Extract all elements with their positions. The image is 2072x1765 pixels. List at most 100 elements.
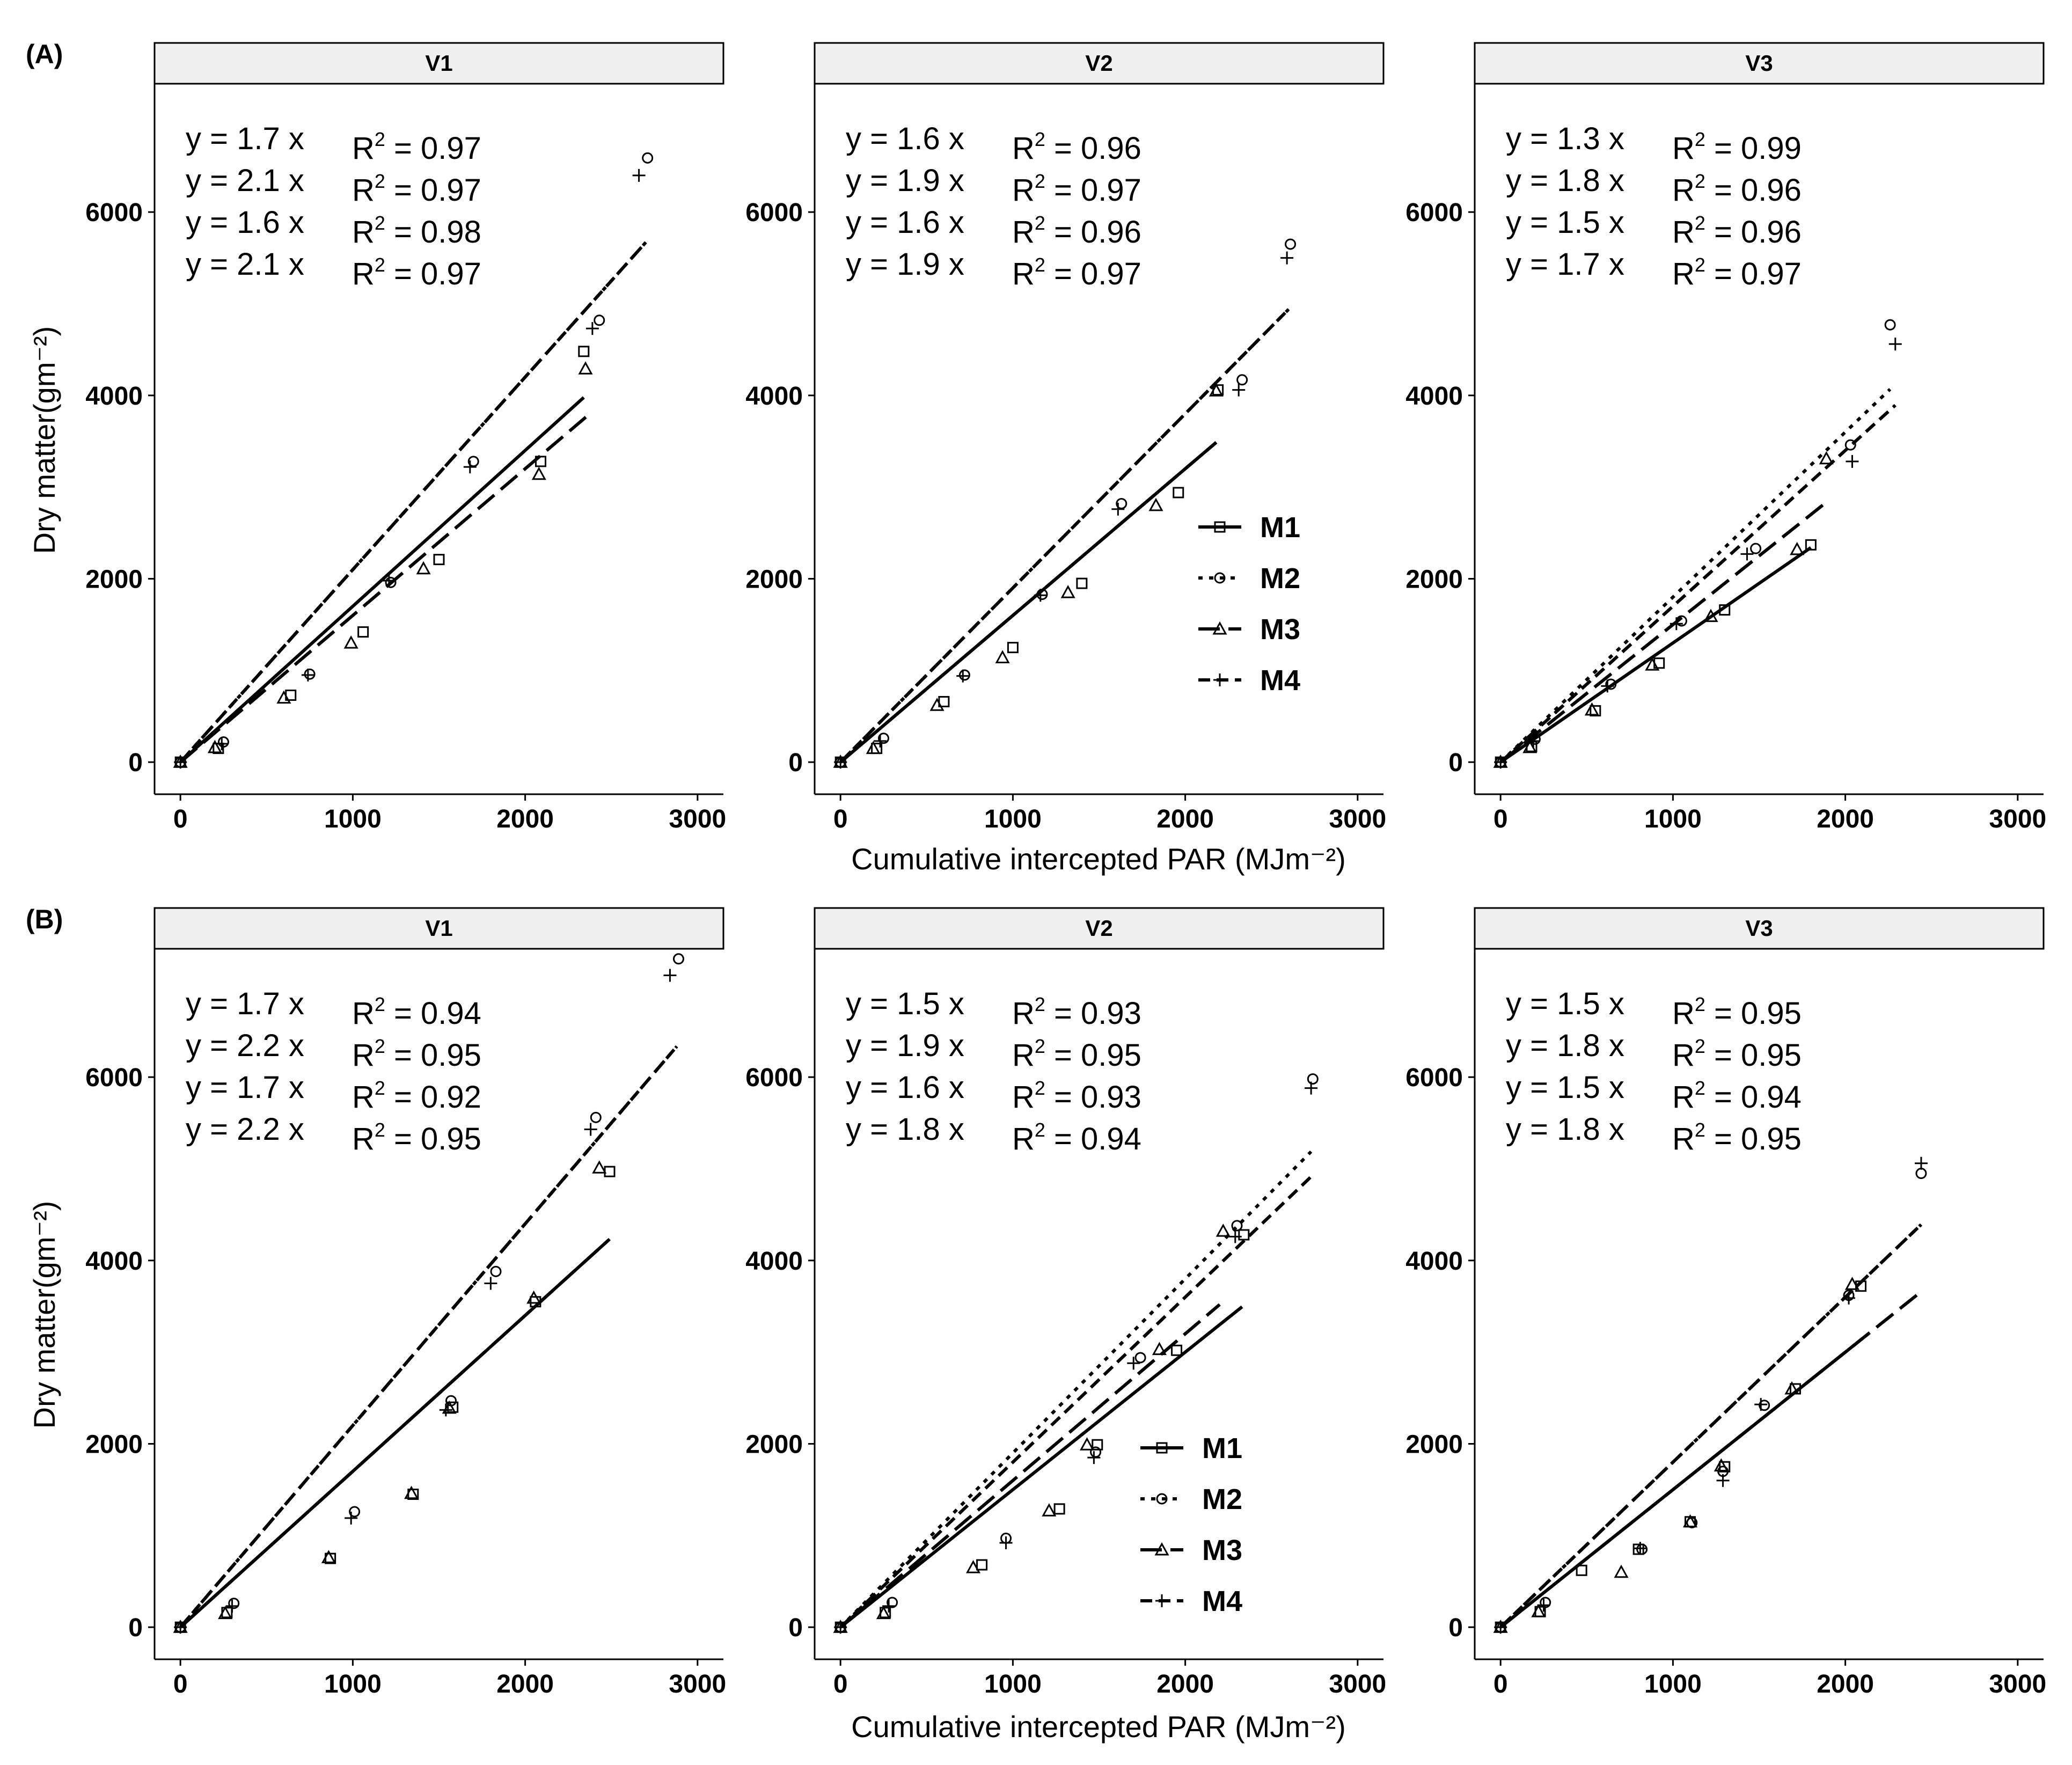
equation-label: y = 1.3 x — [1506, 121, 1624, 156]
point-m4 — [1537, 1599, 1550, 1612]
x-tick-label: 3000 — [1329, 805, 1386, 833]
x-tick-label: 1000 — [1644, 1670, 1702, 1698]
legend-entry: M4 — [1260, 664, 1300, 697]
point-m4 — [301, 668, 314, 682]
r-squared-label: R2 = 0.95 — [352, 1035, 481, 1073]
legend-entry: M1 — [1260, 511, 1300, 544]
r-squared-label: R2 = 0.97 — [352, 254, 481, 291]
point-m1 — [433, 554, 445, 566]
panel-4: V1 0 1000 2000 3000 0 2000 4000 6000 y = 1.7 x R2 … — [85, 907, 726, 1698]
point-m4 — [1127, 1357, 1140, 1370]
point-m4 — [1111, 502, 1125, 516]
point-m4 — [999, 1536, 1013, 1550]
point-m3 — [1042, 1503, 1057, 1517]
fit-line-m1 — [839, 1305, 1243, 1629]
point-m4 — [1232, 383, 1246, 397]
legend-key-marker — [1156, 1493, 1168, 1505]
equation-label: y = 1.6 x — [846, 121, 964, 156]
point-m3 — [218, 1606, 233, 1620]
point-m3 — [1682, 1514, 1698, 1528]
equation-label: y = 2.1 x — [186, 247, 304, 282]
x-tick-label: 2000 — [1156, 1670, 1214, 1698]
legend-entry: M2 — [1260, 562, 1300, 595]
point-m3 — [995, 650, 1010, 663]
y-tick-label: 4000 — [745, 382, 803, 411]
x-tick-label: 2000 — [1156, 805, 1214, 833]
r-squared-label: R2 = 0.95 — [1672, 1035, 1802, 1073]
point-m1 — [1632, 1543, 1644, 1555]
point-m4 — [1494, 1621, 1507, 1634]
fit-line-m1 — [179, 396, 585, 764]
x-tick-label: 3000 — [1989, 1670, 2046, 1698]
point-m3 — [343, 635, 358, 649]
point-m4 — [484, 1277, 497, 1290]
strip-header — [814, 907, 1385, 950]
point-m4 — [1740, 547, 1754, 561]
equation-label: y = 1.8 x — [1506, 163, 1624, 198]
fit-line-m3 — [179, 414, 589, 764]
point-m1 — [447, 1401, 459, 1413]
point-m4 — [1527, 734, 1540, 748]
point-m3 — [1209, 383, 1224, 397]
y-tick-label: 0 — [788, 749, 803, 777]
y-tick-label: 6000 — [85, 199, 143, 227]
x-tick-label: 2000 — [1817, 1670, 1874, 1698]
equation-label: y = 1.9 x — [846, 247, 964, 282]
y-tick-label: 4000 — [85, 382, 143, 411]
point-m1 — [357, 626, 369, 638]
legend-key-marker — [1214, 572, 1226, 584]
r-squared-label: R2 = 0.96 — [1012, 212, 1141, 250]
point-m1 — [976, 1559, 988, 1571]
point-m2 — [887, 1596, 898, 1608]
fit-line-m3 — [179, 1239, 609, 1629]
x-axis-title-row-b: Cumulative intercepted PAR (MJm⁻²) — [851, 1710, 1346, 1744]
r-squared-label: R2 = 0.96 — [1012, 128, 1141, 166]
point-m2 — [877, 733, 889, 744]
x-tick-label: 2000 — [1817, 805, 1874, 833]
x-axis-title-row-a: Cumulative intercepted PAR (MJm⁻²) — [851, 842, 1346, 876]
strip-header — [153, 907, 724, 950]
y-tick-label: 4000 — [85, 1247, 143, 1276]
equation-label: y = 2.1 x — [186, 163, 304, 198]
point-m4 — [174, 756, 187, 769]
point-m4 — [874, 734, 887, 748]
point-m3 — [1216, 1224, 1231, 1237]
y-tick-label: 6000 — [85, 1064, 143, 1092]
r-squared-label: R2 = 0.97 — [1012, 254, 1141, 291]
panel-6: V3 0 1000 2000 3000 0 2000 4000 6000 y = 1.5 x R2 … — [1405, 907, 2046, 1698]
point-m4 — [1716, 1474, 1730, 1487]
equation-label: y = 1.7 x — [186, 986, 304, 1021]
point-m2 — [304, 668, 316, 680]
y-tick-label: 0 — [788, 1614, 803, 1642]
x-tick-label: 0 — [1493, 805, 1508, 833]
equation-label: y = 1.5 x — [1506, 986, 1624, 1021]
point-m1 — [604, 1166, 616, 1177]
point-m2 — [1236, 374, 1248, 386]
fit-line-m1 — [1499, 546, 1812, 764]
r-squared-label: R2 = 0.95 — [352, 1119, 481, 1156]
legend-key-marker — [1213, 673, 1226, 686]
r-squared-label: R2 = 0.96 — [1672, 212, 1802, 250]
point-m3 — [1714, 1458, 1729, 1472]
y-tick-label: 2000 — [85, 1431, 143, 1459]
point-m2 — [1231, 1220, 1243, 1232]
panel-2: V2 0 1000 2000 3000 0 2000 4000 6000 y = 1.6 x R2 … — [745, 42, 1386, 833]
point-m3 — [965, 1560, 981, 1573]
point-m3 — [876, 1606, 891, 1620]
equation-label: y = 1.5 x — [1506, 205, 1624, 240]
x-tick-label: 0 — [833, 1670, 848, 1698]
equation-label: y = 1.7 x — [186, 1070, 304, 1105]
equation-label: y = 1.5 x — [846, 986, 964, 1021]
point-m4 — [834, 1621, 847, 1634]
point-m1 — [1007, 642, 1019, 654]
strip-header — [153, 42, 724, 85]
y-tick-label: 6000 — [745, 1064, 803, 1092]
point-m2 — [349, 1506, 361, 1518]
y-axis-title-row-a: Dry matter(gm⁻²) — [27, 326, 61, 554]
point-m4 — [382, 574, 396, 587]
point-m2 — [1636, 1543, 1648, 1555]
point-m2 — [594, 314, 605, 326]
point-m4 — [1280, 251, 1294, 265]
equation-label: y = 1.5 x — [1506, 1070, 1624, 1105]
equation-label: y = 1.6 x — [846, 1070, 964, 1105]
